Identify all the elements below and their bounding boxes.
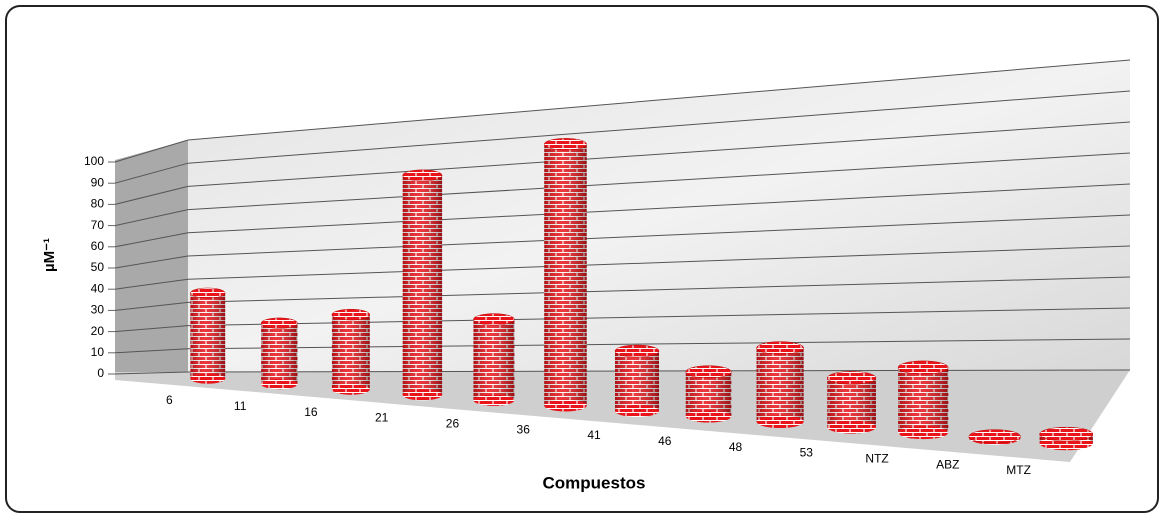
bar-top xyxy=(827,371,877,385)
y-tick-label: 50 xyxy=(91,260,105,274)
grid-line xyxy=(114,325,189,333)
bar-shade xyxy=(402,175,443,395)
grid-line xyxy=(187,59,1131,141)
x-tick-label: 6 xyxy=(166,393,173,407)
y-tick-label: 60 xyxy=(91,239,105,253)
x-tick-label: NTZ xyxy=(865,452,888,466)
bar-shade xyxy=(331,314,370,390)
y-tick-label: 40 xyxy=(91,281,105,295)
y-tick-label: 70 xyxy=(91,218,105,232)
grid-line xyxy=(114,162,189,184)
y-tick-label: 10 xyxy=(91,345,105,359)
grid-line xyxy=(114,209,189,227)
y-tick-label: 80 xyxy=(91,197,105,211)
x-tick-label: 41 xyxy=(587,428,601,442)
grid-line xyxy=(114,232,189,248)
bar-bottom xyxy=(898,425,949,440)
bar-shade xyxy=(615,351,659,411)
y-tick-label: 90 xyxy=(91,175,105,189)
x-tick-label: 53 xyxy=(800,446,814,460)
bar-top xyxy=(968,429,1021,444)
bar-shade xyxy=(544,144,587,406)
bar-shade xyxy=(827,377,876,428)
bar-bottom xyxy=(190,373,226,384)
grid-line xyxy=(187,183,1131,234)
grid-line xyxy=(187,245,1131,280)
grid-line xyxy=(114,348,189,354)
bar-top xyxy=(260,317,298,329)
bar-bottom xyxy=(756,415,804,429)
bar-top xyxy=(614,344,660,358)
x-tick-label: 46 xyxy=(658,434,672,448)
bar-bottom xyxy=(331,384,370,395)
bar-bottom xyxy=(827,420,876,434)
x-tick-label: 48 xyxy=(729,440,743,454)
x-tick-label: 21 xyxy=(375,411,389,425)
x-tick-label: ABZ xyxy=(936,457,959,471)
grid-line xyxy=(187,90,1131,164)
grid-line xyxy=(114,255,189,269)
bar-top xyxy=(402,169,443,182)
x-tick-label: MTZ xyxy=(1006,463,1031,477)
bar-shade xyxy=(756,347,804,422)
y-tick-label: 20 xyxy=(91,324,105,338)
floor xyxy=(115,370,1130,462)
bar-shade xyxy=(473,319,515,401)
y-axis-title: µM⁻¹ xyxy=(41,238,58,272)
grid-line xyxy=(114,185,189,205)
grid-line xyxy=(114,301,189,311)
bar-shade xyxy=(190,293,226,379)
x-tick-label: 26 xyxy=(446,416,460,430)
bar-top xyxy=(1039,426,1094,442)
bar-top xyxy=(331,309,371,321)
y-tick-label: 0 xyxy=(97,366,104,380)
bar-bottom xyxy=(261,378,298,390)
x-axis-title: Compuestos xyxy=(543,473,646,492)
x-tick-label: 36 xyxy=(517,422,531,436)
bar-top xyxy=(685,365,732,379)
bar-top xyxy=(897,360,949,375)
bar-shade xyxy=(685,371,732,417)
x-tick-label: 11 xyxy=(234,399,247,413)
bar-bottom xyxy=(544,399,587,412)
bar-bottom xyxy=(402,389,443,401)
bar-shade xyxy=(261,323,298,385)
bar-shade xyxy=(898,367,949,433)
x-tick-label: 16 xyxy=(304,405,318,419)
grid-line xyxy=(114,278,189,290)
grid-line xyxy=(114,139,189,163)
bar-bottom xyxy=(685,410,732,423)
y-tick-label: 100 xyxy=(84,154,104,168)
bar-bottom xyxy=(615,405,659,417)
grid-line xyxy=(187,276,1131,303)
bar-top xyxy=(473,313,515,326)
grid-line xyxy=(187,152,1131,211)
bar-top xyxy=(756,341,804,355)
grid-line xyxy=(187,214,1131,257)
bar-top xyxy=(543,138,587,151)
y-tick-label: 30 xyxy=(91,303,105,317)
grid-line xyxy=(187,121,1131,187)
side-wall xyxy=(115,140,188,372)
grid-line xyxy=(114,371,189,375)
bar-bottom xyxy=(473,394,515,406)
bar-top xyxy=(190,287,226,299)
